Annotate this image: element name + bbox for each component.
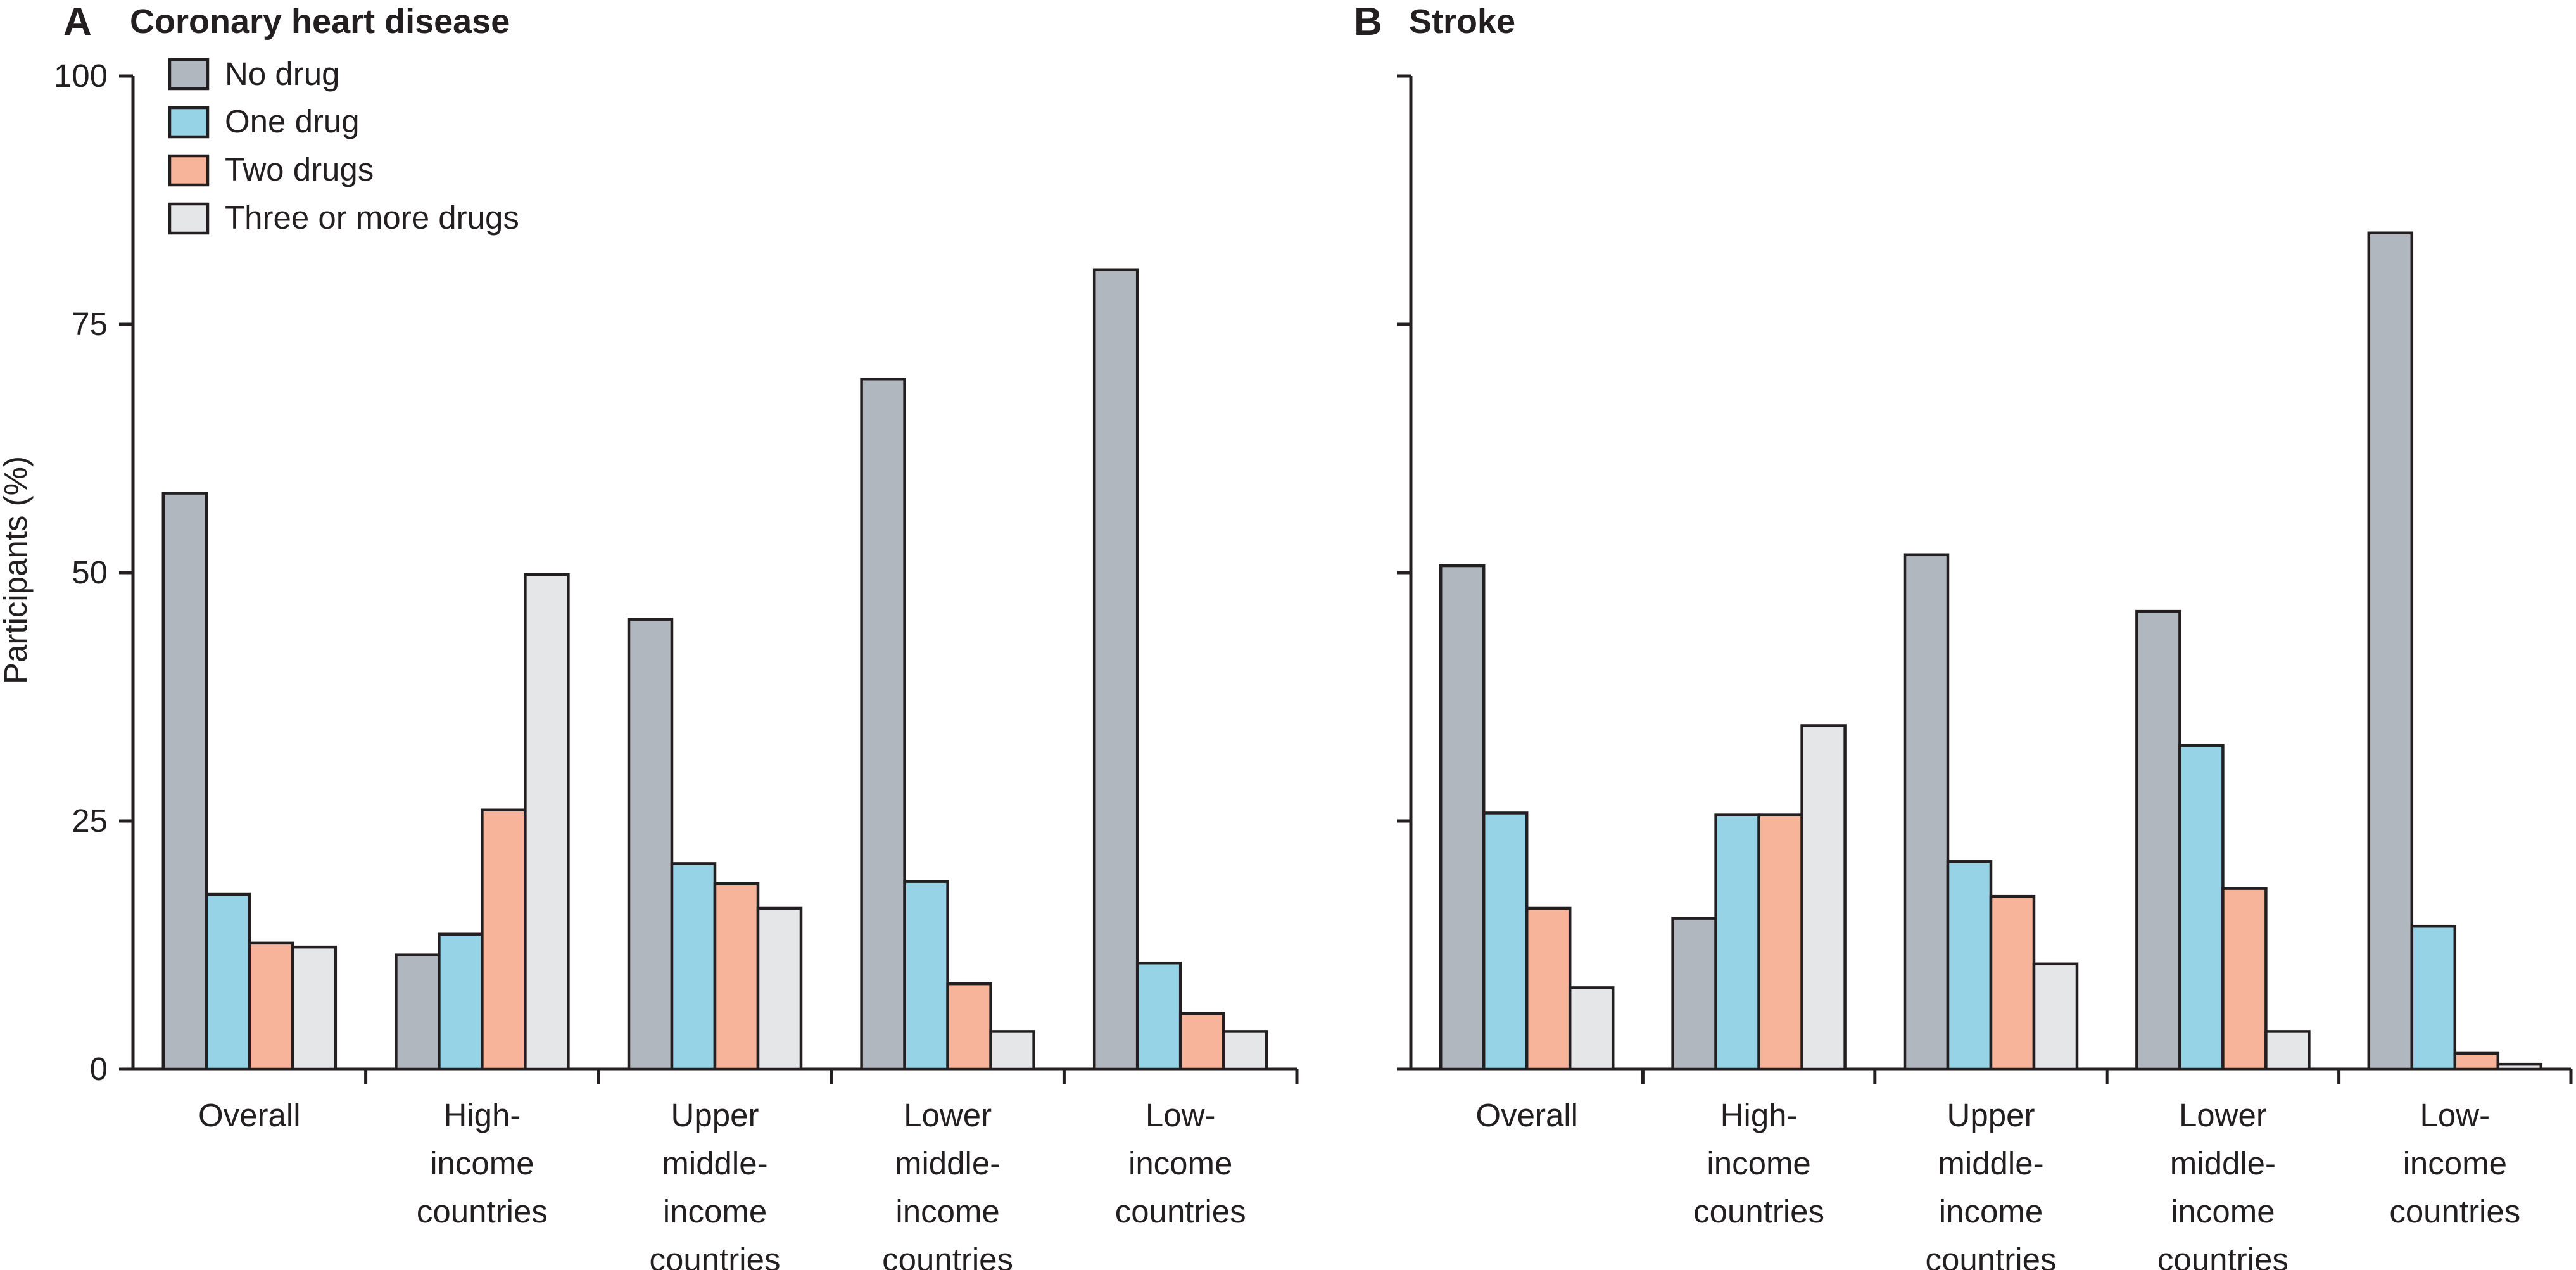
y-axis-label: Participants (%)	[0, 456, 34, 684]
panel-a-bar-2-series-1	[395, 953, 441, 1071]
y-tick-label-100: 100	[54, 58, 108, 94]
panel-a-bar-3-series-3	[713, 882, 760, 1071]
panel-b-bar-1-series-2	[1482, 811, 1529, 1071]
panel-b-chart: Overall High-income countries Upper middle-i…	[1397, 74, 2573, 1270]
panel-b-category-label-3: Upper middle-income countries	[1926, 1097, 2057, 1270]
legend-label-two-drugs: Two drugs	[225, 151, 374, 187]
panel-a-category-label-1: Overall	[198, 1097, 301, 1133]
panel-b-bar-5-series-3	[2453, 1051, 2500, 1071]
panel-b-bar-3-series-4	[2032, 962, 2079, 1071]
panel-a-bar-4-series-1	[860, 377, 906, 1071]
panel-b-bar-1-series-1	[1439, 564, 1486, 1071]
panel-b-bar-5-series-2	[2410, 924, 2457, 1071]
panel-a-bar-4-series-4	[989, 1030, 1035, 1071]
panel-a-bar-5-series-4	[1222, 1030, 1268, 1071]
panel-a-bar-4-series-3	[946, 982, 992, 1071]
panel-b-category-label-5: Low-income countries	[2389, 1097, 2520, 1229]
panel-b-bar-5-series-4	[2496, 1062, 2543, 1071]
panel-b-bar-2-series-4	[1800, 724, 1847, 1071]
panel-a-bar-5-series-2	[1135, 961, 1182, 1071]
legend-swatch-three-or-more	[168, 202, 210, 235]
legend-swatch-two-drugs	[168, 154, 210, 187]
panel-a-bar-1-series-3	[248, 941, 294, 1071]
panel-b-title: Stroke	[1409, 3, 1515, 41]
y-tick-label-75: 75	[72, 306, 108, 342]
panel-a-letter: A	[63, 0, 92, 44]
panel-a-category-label-5: Low-income countries	[1115, 1097, 1246, 1229]
panel-a-bar-2-series-2	[438, 932, 484, 1071]
panel-a-category-label-2: High-income countries	[417, 1097, 548, 1229]
panel-a-chart: 0 25 50 75 100 Overall High-income countries Upp…	[54, 58, 1299, 1270]
panel-a-title: Coronary heart disease	[130, 3, 510, 41]
panel-b-bar-2-series-2	[1714, 813, 1760, 1071]
legend-swatch-no-drug	[168, 58, 210, 91]
panel-b-category-label-4: Lower middle-income countries	[2157, 1097, 2289, 1270]
panel-b-letter: B	[1354, 0, 1382, 44]
panel-a-bar-1-series-1	[161, 492, 208, 1071]
panel-b-bar-2-series-1	[1671, 917, 1717, 1071]
legend: No drug One drug Two drugs Three or more…	[168, 56, 519, 236]
panel-b-bar-2-series-3	[1757, 813, 1803, 1071]
panel-b-bar-4-series-3	[2221, 887, 2268, 1071]
y-tick-label-25: 25	[72, 803, 108, 839]
panel-a-bar-3-series-4	[756, 906, 803, 1071]
panel-b-bar-3-series-2	[1946, 860, 1993, 1071]
panel-b-bar-3-series-3	[1989, 894, 2036, 1071]
y-tick-label-50: 50	[72, 554, 108, 590]
panel-b-bar-3-series-1	[1903, 553, 1950, 1071]
panel-a-bar-2-series-3	[481, 808, 527, 1071]
panel-a-bar-2-series-4	[524, 573, 570, 1071]
panel-a-bar-1-series-4	[291, 945, 338, 1071]
panel-a-bar-5-series-1	[1092, 268, 1139, 1071]
panel-b-bar-4-series-1	[2135, 609, 2181, 1071]
y-tick-label-0: 0	[90, 1051, 108, 1087]
legend-label-three-or-more: Three or more drugs	[225, 200, 519, 236]
legend-label-one-drug: One drug	[225, 103, 360, 139]
panel-a-category-label-4: Lower middle-income countries	[882, 1097, 1013, 1270]
panel-a-category-label-3: Upper middle-income countries	[650, 1097, 781, 1270]
panel-a-bar-4-series-2	[903, 880, 949, 1071]
panel-b-bar-1-series-3	[1525, 906, 1572, 1071]
panel-b-bar-1-series-4	[1568, 986, 1615, 1071]
panel-b-category-label-1: Overall	[1475, 1097, 1578, 1133]
panel-a-bar-3-series-1	[627, 618, 674, 1071]
panel-b-bar-4-series-2	[2178, 744, 2225, 1071]
panel-a-bar-1-series-2	[205, 892, 251, 1071]
legend-label-no-drug: No drug	[225, 56, 339, 92]
panel-a-bar-5-series-3	[1178, 1012, 1225, 1071]
panel-b-category-label-2: High-income countries	[1693, 1097, 1824, 1229]
panel-b-bar-5-series-1	[2367, 231, 2414, 1071]
legend-swatch-one-drug	[168, 106, 210, 139]
panel-a-bar-3-series-2	[670, 862, 717, 1071]
panel-b-bar-4-series-4	[2264, 1030, 2311, 1071]
